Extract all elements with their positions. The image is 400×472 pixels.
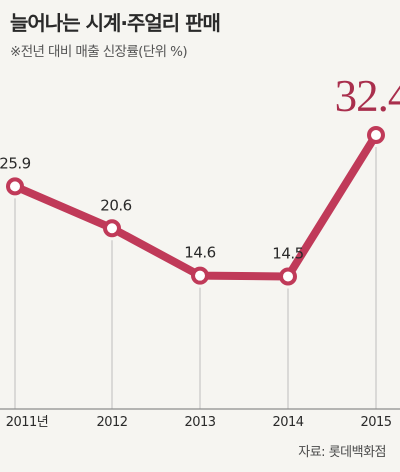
data-point-1 <box>103 219 121 238</box>
data-label-3: 14.5 <box>272 244 303 262</box>
chart-subtitle: ※전년 대비 매출 신장률(단위 %) <box>10 44 188 60</box>
data-point-4 <box>367 126 385 145</box>
data-label-1: 20.6 <box>100 196 131 214</box>
x-tick-label-2: 2013 <box>184 415 215 430</box>
chart-title: 늘어나는 시계·주얼리 판매 <box>10 11 221 35</box>
data-label-0: 25.9 <box>0 154 31 172</box>
data-point-0 <box>6 177 24 196</box>
source-note: 자료: 롯데백화점 <box>298 445 386 460</box>
x-tick-label-0: 2011년 <box>6 415 49 430</box>
x-tick-label-3: 2014 <box>272 415 303 430</box>
x-tick-label-4: 2015 <box>360 415 391 430</box>
data-point-2 <box>191 266 209 285</box>
x-tick-label-1: 2012 <box>96 415 127 430</box>
data-point-3 <box>279 267 297 286</box>
data-label-4: 32.4 <box>335 71 400 121</box>
data-label-2: 14.6 <box>184 244 215 262</box>
